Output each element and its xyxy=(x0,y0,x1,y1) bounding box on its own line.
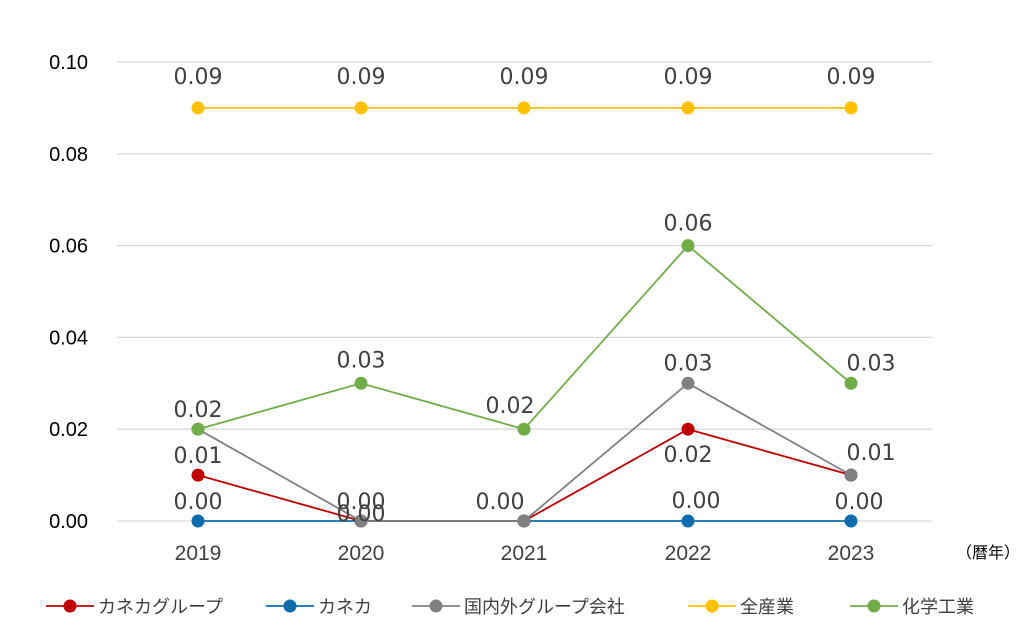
legend-label: カネカ xyxy=(318,597,372,618)
x-tick-label: 2021 xyxy=(501,542,548,565)
data-point xyxy=(517,422,531,436)
data-label: 0.09 xyxy=(337,65,386,90)
data-label: 0.02 xyxy=(486,394,535,419)
data-label: 0.00 xyxy=(476,490,525,515)
data-label: 0.09 xyxy=(664,65,713,90)
series-0 xyxy=(191,422,858,528)
data-point xyxy=(844,101,858,115)
series-3 xyxy=(191,101,858,115)
legend: カネカグループ カネカ 国内外グループ会社 全産業 化学工業 xyxy=(46,597,974,618)
legend-item: カネカ xyxy=(266,597,372,618)
data-label: 0.09 xyxy=(174,65,223,90)
x-tick-label: 2023 xyxy=(828,542,875,565)
y-tick-label: 0.06 xyxy=(49,236,88,258)
legend-label: 化学工業 xyxy=(902,597,974,618)
y-tick-label: 0.10 xyxy=(49,52,88,74)
data-label: 0.01 xyxy=(847,441,896,466)
data-point xyxy=(517,101,531,115)
legend-label: カネカグループ xyxy=(98,597,223,618)
data-point xyxy=(681,422,695,436)
legend-marker xyxy=(429,599,443,613)
legend-label: 国内外グループ会社 xyxy=(464,597,625,618)
data-point xyxy=(191,101,205,115)
data-point xyxy=(191,422,205,436)
data-label: 0.03 xyxy=(664,351,713,376)
legend-marker xyxy=(63,599,77,613)
series-line xyxy=(197,428,852,522)
legend-label: 全産業 xyxy=(740,597,794,618)
legend-marker xyxy=(705,599,719,613)
data-point xyxy=(844,468,858,482)
data-point xyxy=(354,514,368,528)
legend-marker xyxy=(867,599,881,613)
legend-item: 化学工業 xyxy=(850,597,974,618)
x-axis-unit-label: （暦年） xyxy=(956,543,1020,562)
data-label: 0.02 xyxy=(174,398,223,423)
data-label: 0.00 xyxy=(174,490,223,515)
data-point xyxy=(681,514,695,528)
data-label: 0.09 xyxy=(500,65,549,90)
y-axis-ticks: 0.00 0.02 0.04 0.06 0.08 0.10 xyxy=(49,52,88,533)
series-4 xyxy=(191,239,858,436)
data-label: 0.00 xyxy=(835,490,884,515)
data-label: 0.06 xyxy=(664,212,713,237)
data-point xyxy=(354,376,368,390)
y-tick-label: 0.08 xyxy=(49,144,88,166)
data-point xyxy=(681,101,695,115)
series-lines xyxy=(191,101,858,528)
legend-item: 国内外グループ会社 xyxy=(412,597,625,618)
data-label: 0.02 xyxy=(664,443,713,468)
y-tick-label: 0.02 xyxy=(49,419,88,441)
data-point xyxy=(844,376,858,390)
data-labels: 0.010.000.020.00 0.00 0.00 0.000.000.030.01… xyxy=(174,65,896,527)
data-label: 0.01 xyxy=(174,444,223,469)
data-label: 0.09 xyxy=(827,65,876,90)
y-tick-label: 0.00 xyxy=(49,511,88,533)
x-axis-ticks: 2019 2020 2021 2022 2023 xyxy=(175,542,875,565)
data-point xyxy=(681,239,695,253)
legend-item: カネカグループ xyxy=(46,597,223,618)
data-label: 0.00 xyxy=(337,502,386,527)
legend-item: 全産業 xyxy=(688,597,794,618)
data-label: 0.03 xyxy=(847,351,896,376)
data-label: 0.03 xyxy=(337,348,386,373)
data-label: 0.00 xyxy=(672,489,721,514)
x-tick-label: 2022 xyxy=(665,542,712,565)
data-point xyxy=(191,468,205,482)
data-point xyxy=(354,101,368,115)
x-tick-label: 2019 xyxy=(175,542,222,565)
data-point xyxy=(681,376,695,390)
data-point xyxy=(191,514,205,528)
data-point xyxy=(844,514,858,528)
legend-marker xyxy=(283,599,297,613)
data-point xyxy=(517,514,531,528)
data-label: 0.00 xyxy=(337,490,386,515)
y-tick-label: 0.04 xyxy=(49,327,88,349)
x-tick-label: 2020 xyxy=(338,542,385,565)
